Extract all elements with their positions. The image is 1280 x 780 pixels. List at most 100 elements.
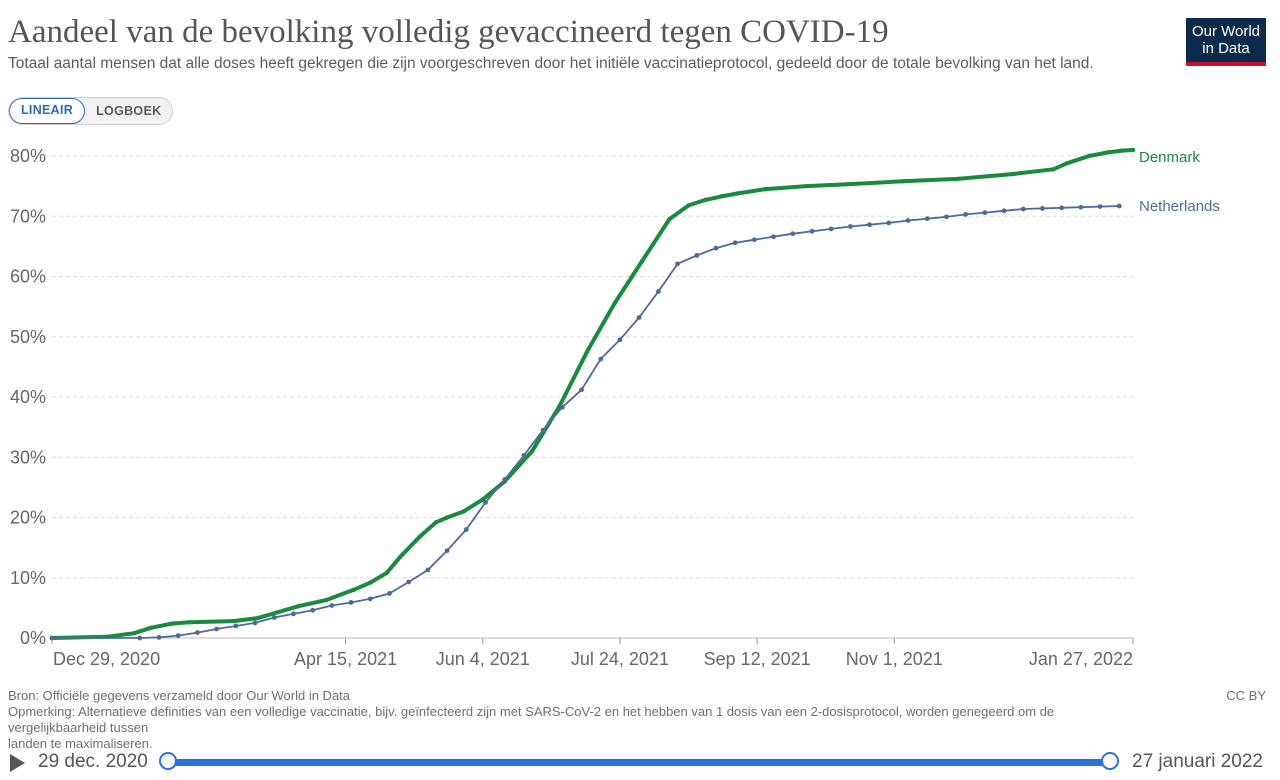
netherlands-point	[1001, 208, 1007, 214]
denmark-point	[417, 534, 422, 539]
netherlands-point	[502, 477, 508, 482]
netherlands-point	[49, 635, 55, 641]
netherlands-point	[924, 216, 930, 222]
x-tick-label: Jun 4, 2021	[436, 649, 530, 669]
netherlands-point	[195, 630, 200, 635]
denmark-point	[1064, 161, 1070, 166]
timeline-start-label: 29 dec. 2020	[38, 751, 148, 772]
denmark-point	[1130, 147, 1136, 153]
denmark-point	[845, 182, 850, 187]
logo-line-2: in Data	[1202, 40, 1250, 57]
netherlands-point	[1116, 203, 1122, 209]
timeline-start-handle[interactable]	[159, 752, 177, 770]
line-chart: 0% 10% 20% 30% 40% 50% 60% 70% 80% Dec 29, 2020 A…	[10, 146, 1220, 669]
denmark-point	[804, 183, 809, 189]
x-tick-label: Sep 12, 2021	[704, 649, 811, 669]
netherlands-point	[291, 611, 296, 617]
netherlands-point	[886, 220, 892, 226]
denmark-point	[1010, 171, 1015, 177]
denmark-point	[1051, 167, 1056, 172]
netherlands-point	[655, 289, 661, 294]
denmark-point	[186, 620, 192, 625]
netherlands-point	[579, 387, 584, 393]
chart-title: Aandeel van de bevolking volledig gevacc…	[8, 14, 889, 50]
denmark-point	[351, 587, 357, 592]
y-tick-label: 60%	[10, 267, 46, 287]
timeline-track[interactable]	[168, 759, 1110, 766]
netherlands-point	[175, 633, 181, 638]
netherlands-point	[809, 228, 815, 234]
y-tick-label: 70%	[10, 206, 46, 226]
netherlands-point	[1020, 206, 1026, 212]
netherlands-point	[636, 315, 642, 320]
play-icon[interactable]	[10, 754, 25, 772]
log-scale-button[interactable]: LOGBOEK	[96, 104, 162, 118]
denmark-point	[584, 349, 590, 355]
timeline-end-label: 27 januari 2022	[1132, 751, 1263, 772]
linear-scale-button[interactable]: LINEAIR	[9, 98, 86, 124]
netherlands-point	[521, 453, 527, 458]
denmark-point	[132, 630, 137, 636]
denmark-point	[735, 191, 741, 196]
netherlands-point	[156, 634, 162, 640]
netherlands-point	[406, 579, 412, 585]
netherlands-point	[137, 635, 143, 641]
definition-note-line-1: Opmerking: Alternatieve definities van e…	[8, 704, 1055, 719]
denmark-point	[1106, 150, 1111, 155]
netherlands-point	[463, 527, 469, 532]
definition-note-line-3: landen te maximaliseren.	[8, 736, 153, 751]
scale-toggle: LINEAIR LOGBOEK	[8, 97, 174, 125]
netherlands-point	[617, 337, 623, 343]
netherlands-legend-label: Netherlands	[1139, 198, 1220, 215]
netherlands-point	[367, 596, 373, 602]
denmark-point	[955, 176, 960, 182]
netherlands-point	[329, 603, 335, 608]
netherlands-point	[1059, 205, 1065, 211]
netherlands-point	[1040, 206, 1045, 211]
y-tick-label: 40%	[10, 387, 46, 407]
x-tick-label: Nov 1, 2021	[846, 649, 943, 669]
y-tick-label: 0%	[20, 628, 46, 648]
timeline-end-handle[interactable]	[1101, 752, 1119, 770]
denmark-point	[433, 520, 439, 525]
netherlands-point	[905, 218, 911, 223]
denmark-point	[324, 597, 329, 603]
y-tick-label: 20%	[10, 508, 46, 528]
denmark-point	[461, 509, 466, 514]
logo-line-1: Our World	[1191, 23, 1261, 40]
netherlands-point	[1078, 204, 1084, 210]
denmark-point	[639, 259, 645, 264]
netherlands-point	[944, 214, 949, 220]
netherlands-point	[675, 261, 680, 267]
netherlands-point	[751, 237, 757, 243]
netherlands-point	[732, 240, 738, 246]
denmark-point	[398, 554, 403, 559]
netherlands-point	[252, 620, 258, 626]
denmark-legend-label: Denmark	[1139, 149, 1200, 166]
x-tick-label: Jul 24, 2021	[571, 649, 669, 669]
netherlands-point	[540, 427, 546, 433]
netherlands-point	[483, 500, 488, 505]
netherlands-point	[444, 548, 450, 554]
netherlands-point	[387, 591, 392, 596]
owid-logo[interactable]: Our World in Data	[1186, 18, 1266, 66]
netherlands-point	[598, 356, 604, 362]
chart-subtitle: Totaal aantal mensen dat alle doses heef…	[8, 55, 1094, 72]
y-tick-label: 10%	[10, 568, 46, 588]
y-tick-label: 80%	[10, 146, 46, 166]
x-tick-label: Apr 15, 2021	[294, 649, 397, 669]
denmark-point	[255, 615, 260, 621]
netherlands-point	[713, 245, 719, 251]
netherlands-point	[310, 607, 316, 613]
denmark-point	[368, 580, 373, 585]
source-note: Bron: Officiële gegevens verzameld door …	[8, 688, 351, 703]
denmark-point	[148, 625, 153, 630]
x-axis: Dec 29, 2020 Apr 15, 2021 Jun 4, 2021 Jul 2…	[51, 638, 1134, 669]
denmark-point	[529, 449, 535, 454]
netherlands-point	[867, 222, 873, 228]
denmark-point	[170, 621, 175, 626]
denmark-point	[296, 603, 302, 609]
license-link[interactable]: CC BY	[1226, 688, 1266, 703]
denmark-point	[384, 570, 389, 576]
netherlands-point	[233, 623, 239, 629]
